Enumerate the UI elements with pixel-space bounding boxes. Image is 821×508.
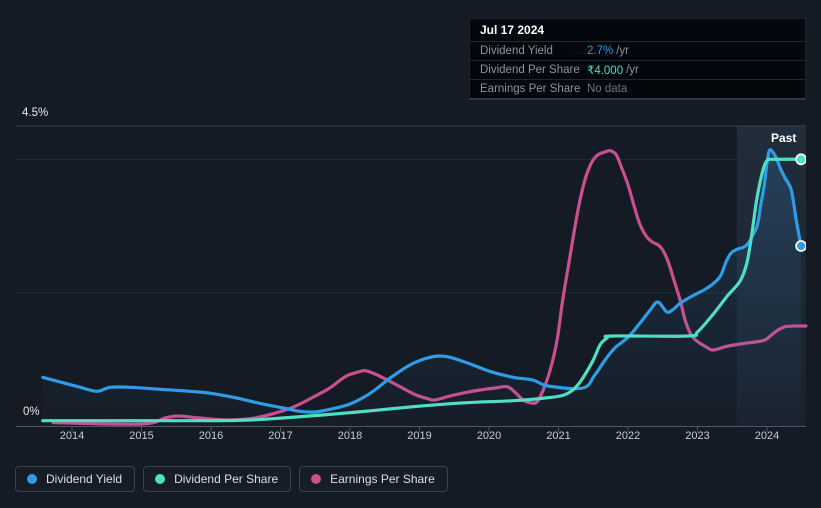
tooltip-row-label: Dividend Yield xyxy=(480,45,553,57)
x-tick-label-2020: 2020 xyxy=(476,430,502,442)
tooltip-date: Jul 17 2024 xyxy=(470,19,805,42)
tooltip-row-1: Dividend Per Share ₹4.000/yr xyxy=(470,61,805,80)
x-tick-label-2023: 2023 xyxy=(685,430,710,442)
x-tick-label-2015: 2015 xyxy=(129,430,154,442)
legend-item-dividend-yield[interactable]: Dividend Yield xyxy=(15,466,136,492)
x-tick-label-2018: 2018 xyxy=(337,430,363,442)
legend-item-label: Dividend Per Share xyxy=(174,472,279,486)
x-tick-label-2016: 2016 xyxy=(198,430,224,442)
tooltip-row-value: ₹4.000 xyxy=(587,65,624,77)
legend-item-label: Earnings Per Share xyxy=(330,472,435,486)
chart-tooltip: Jul 17 2024 Dividend Yield 2.7%/yr Dividen… xyxy=(469,18,806,100)
legend-color-dot xyxy=(155,474,166,484)
legend-item-dividend-per-share[interactable]: Dividend Per Share xyxy=(143,466,292,492)
series-end-dot-dividend_yield xyxy=(795,240,806,252)
x-tick-label-2017: 2017 xyxy=(268,430,293,442)
legend-item-earnings-per-share[interactable]: Earnings Per Share xyxy=(299,466,448,492)
legend-item-label: Dividend Yield xyxy=(46,472,123,486)
chart-legend: Dividend Yield Dividend Per Share Earnings… xyxy=(15,466,456,492)
tooltip-row-unit: /yr xyxy=(626,64,639,76)
tooltip-row-2: Earnings Per Share No data xyxy=(470,80,805,98)
tooltip-row-value: 2.7% xyxy=(587,45,614,57)
x-tick-label-2014: 2014 xyxy=(59,430,85,442)
y-axis-min-label: 0% xyxy=(23,406,40,418)
series-end-dot-dividend_per_share xyxy=(795,153,806,166)
x-tick-label-2024: 2024 xyxy=(754,430,780,442)
tooltip-row-unit: /yr xyxy=(616,45,629,57)
dividend-yield-area xyxy=(42,149,802,427)
tooltip-rows: Dividend Yield 2.7%/yr Dividend Per Share ₹… xyxy=(470,42,805,98)
x-tick-label-2021: 2021 xyxy=(546,430,571,442)
series-line-dividend_yield xyxy=(41,148,803,414)
tooltip-row-value: No data xyxy=(587,83,628,95)
tooltip-row-0: Dividend Yield 2.7%/yr xyxy=(470,42,805,61)
x-tick-label-2022: 2022 xyxy=(615,430,641,442)
legend-color-dot xyxy=(311,474,322,484)
tooltip-row-label: Dividend Per Share xyxy=(480,64,580,76)
y-axis-max-label: 4.5% xyxy=(22,107,49,119)
past-period-label: Past xyxy=(771,131,797,145)
series-line-dividend_per_share xyxy=(41,157,803,423)
tooltip-row-label: Earnings Per Share xyxy=(480,83,581,95)
x-tick-label-2019: 2019 xyxy=(407,430,432,442)
legend-color-dot xyxy=(27,474,37,484)
